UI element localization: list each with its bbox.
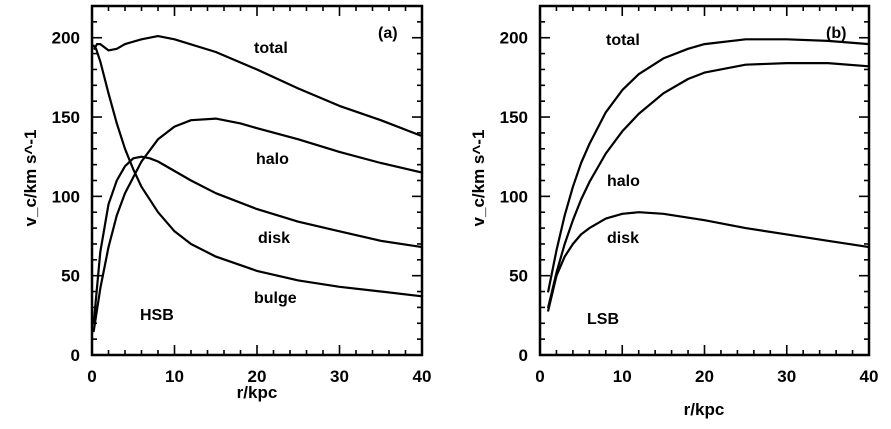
x-tick-label: 10: [165, 367, 184, 386]
x-tick-label: 40: [413, 367, 432, 386]
curve-disk: [92, 155, 424, 325]
curve-halo: [547, 62, 871, 309]
y-tick-label: 100: [500, 187, 528, 206]
x-tick-label: 10: [613, 367, 632, 386]
y-tick-label: 150: [500, 108, 528, 127]
x-tick-label: 20: [695, 367, 714, 386]
x-axis-label: r/kpc: [237, 383, 278, 402]
x-tick-label: 30: [330, 367, 349, 386]
series-label-total: total: [606, 32, 640, 49]
x-tick-label: 0: [87, 367, 96, 386]
panel-b: 0 10 20 30 40 0 50 100 150 200 total halo disk (b) LSB…: [469, 4, 879, 419]
panel-a: 0 10 20 30 40 0 50 100 150 200 total halo disk bulge (…: [21, 4, 432, 402]
series-label-disk: disk: [258, 230, 290, 247]
curve-total: [93, 35, 424, 138]
series-label-halo: halo: [607, 173, 640, 190]
y-tick-label: 200: [52, 29, 80, 48]
y-tick-label: 150: [52, 108, 80, 127]
galaxy-label: HSB: [140, 307, 174, 324]
y-axis-label: v_c/km s^-1: [469, 130, 488, 227]
series-label-bulge: bulge: [254, 290, 297, 307]
y-axis-label: v_c/km s^-1: [21, 130, 40, 227]
y-tick-label: 50: [61, 267, 80, 286]
curve-bulge: [92, 44, 424, 298]
y-tick-label: 100: [52, 187, 80, 206]
y-tick-label: 0: [71, 346, 80, 365]
x-tick-label: 40: [860, 367, 879, 386]
series-label-disk: disk: [607, 230, 639, 247]
series-label-halo: halo: [256, 151, 289, 168]
y-tick-label: 50: [509, 267, 528, 286]
x-tick-label: 20: [248, 367, 267, 386]
curve-disk: [547, 211, 871, 312]
y-tick-label: 200: [500, 29, 528, 48]
galaxy-label: LSB: [587, 311, 619, 328]
panel-label: (b): [826, 25, 846, 42]
curve-halo: [92, 117, 424, 333]
curve-total: [547, 38, 871, 293]
series-label-total: total: [254, 40, 288, 57]
y-tick-label: 0: [519, 346, 528, 365]
x-tick-label: 0: [535, 367, 544, 386]
panel-label: (a): [378, 25, 398, 42]
x-axis-label: r/kpc: [684, 400, 725, 419]
x-tick-label: 30: [777, 367, 796, 386]
